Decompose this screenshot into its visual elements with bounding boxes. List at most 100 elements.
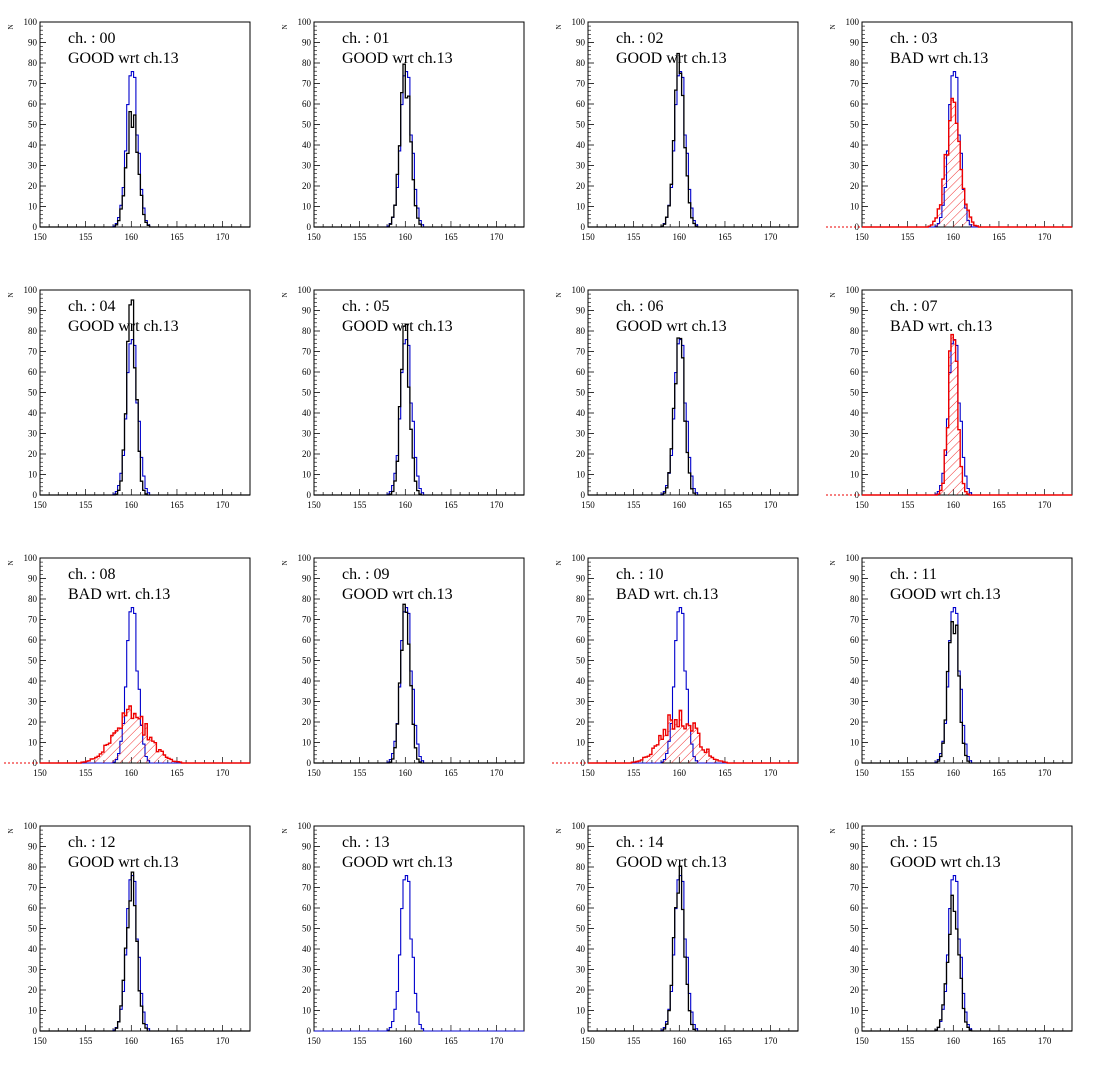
x-tick-label: 155 [627,768,641,778]
y-tick-label: 90 [28,306,38,316]
y-tick-label: 0 [33,758,38,768]
channel-label: ch. : 03 [890,30,938,47]
y-tick-label: 80 [576,326,586,336]
y-tick-label: 60 [850,903,860,913]
y-axis-label: N [555,828,563,833]
channel-histogram-fill [588,710,798,763]
y-tick-label: 80 [850,862,860,872]
x-tick-label: 160 [947,768,961,778]
status-label: GOOD wrt ch.13 [616,854,727,871]
y-tick-label: 100 [298,553,312,563]
channel-histogram [588,52,798,228]
y-tick-label: 100 [298,285,312,295]
y-tick-label: 100 [572,285,586,295]
x-tick-label: 150 [855,1036,869,1046]
x-tick-label: 170 [490,232,504,242]
y-tick-label: 10 [28,470,38,480]
y-tick-label: 50 [28,656,38,666]
y-tick-label: 60 [28,635,38,645]
y-tick-label: 30 [576,697,586,707]
x-tick-label: 155 [79,1036,93,1046]
x-tick-label: 160 [399,768,413,778]
y-tick-label: 10 [850,1006,860,1016]
y-tick-label: 70 [850,79,860,89]
y-tick-label: 20 [850,449,860,459]
y-tick-label: 90 [28,574,38,584]
y-tick-label: 90 [576,574,586,584]
y-tick-label: 80 [302,58,312,68]
y-tick-label: 10 [302,738,312,748]
x-tick-label: 160 [947,232,961,242]
x-tick-label: 150 [307,500,321,510]
y-tick-label: 50 [302,924,312,934]
x-tick-label: 170 [1038,1036,1052,1046]
y-tick-label: 0 [307,490,312,500]
histogram-panel: 0 10 20 30 40 50 60 70 80 90 100 150 155 160 165 170 Nch… [829,821,1073,1046]
y-tick-label: 70 [28,79,38,89]
x-tick-label: 160 [125,1036,139,1046]
y-tick-label: 100 [846,285,860,295]
y-tick-label: 60 [576,99,586,109]
x-tick-label: 165 [444,232,458,242]
status-label: GOOD wrt ch.13 [68,318,179,335]
status-label: GOOD wrt ch.13 [890,586,1001,603]
y-tick-label: 50 [302,388,312,398]
y-tick-label: 90 [850,38,860,48]
y-tick-label: 70 [576,615,586,625]
y-tick-label: 30 [302,161,312,171]
channel-histogram [862,621,1072,764]
x-tick-label: 165 [170,232,184,242]
y-tick-label: 80 [28,326,38,336]
x-tick-label: 155 [353,768,367,778]
y-tick-label: 70 [28,615,38,625]
x-tick-label: 150 [855,500,869,510]
y-tick-label: 20 [28,449,38,459]
y-tick-label: 90 [302,842,312,852]
x-tick-label: 155 [79,500,93,510]
y-tick-label: 20 [302,717,312,727]
x-tick-label: 170 [1038,232,1052,242]
x-tick-label: 165 [992,1036,1006,1046]
channel-histogram [314,603,524,764]
x-tick-label: 165 [170,1036,184,1046]
status-label: GOOD wrt ch.13 [616,318,727,335]
x-tick-label: 165 [170,768,184,778]
y-tick-label: 60 [28,903,38,913]
y-tick-label: 10 [850,202,860,212]
x-tick-label: 165 [992,500,1006,510]
y-tick-label: 30 [850,429,860,439]
y-tick-label: 40 [850,676,860,686]
y-tick-label: 100 [572,553,586,563]
status-label: BAD wrt. ch.13 [68,586,170,603]
y-tick-label: 10 [28,738,38,748]
y-tick-label: 30 [302,965,312,975]
y-tick-label: 100 [846,17,860,27]
y-tick-label: 80 [28,862,38,872]
y-tick-label: 80 [28,594,38,604]
channel-histogram [40,705,250,764]
y-tick-label: 0 [307,1026,312,1036]
y-axis-label: N [829,24,837,29]
y-tick-label: 0 [33,222,38,232]
x-tick-label: 165 [718,1036,732,1046]
y-tick-label: 70 [28,883,38,893]
reference-histogram [314,607,524,764]
channel-histogram [588,709,798,764]
channel-histogram [588,865,798,1032]
x-tick-label: 150 [33,1036,47,1046]
y-tick-label: 90 [28,38,38,48]
x-tick-label: 170 [490,500,504,510]
y-tick-label: 100 [24,285,38,295]
y-tick-label: 30 [850,965,860,975]
y-tick-label: 0 [855,1026,860,1036]
y-tick-label: 70 [302,883,312,893]
y-tick-label: 0 [307,222,312,232]
y-tick-label: 20 [302,985,312,995]
x-tick-label: 155 [901,500,915,510]
y-tick-label: 90 [28,842,38,852]
y-tick-label: 60 [576,367,586,377]
channel-label: ch. : 07 [890,298,938,315]
x-tick-label: 150 [581,500,595,510]
x-tick-label: 160 [399,500,413,510]
y-tick-label: 70 [302,79,312,89]
